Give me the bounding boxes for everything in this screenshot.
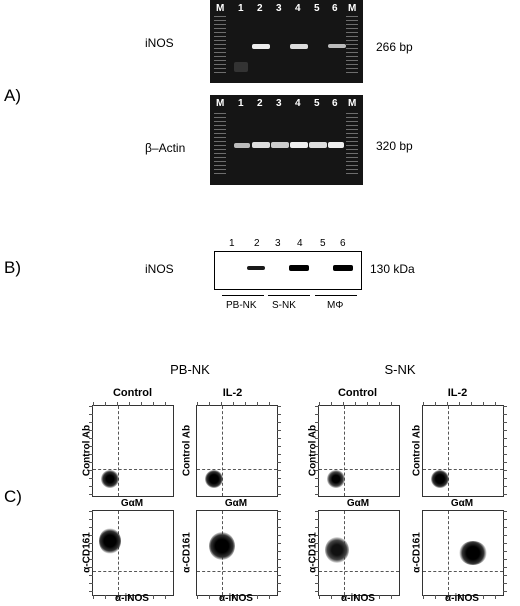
gel-lane-label: 2 [257,3,263,14]
inos-rt-pcr-gel: M 1 2 3 4 5 6 M [210,0,363,83]
gel-lane-label: 4 [295,3,301,14]
y-axis-label: Control Ab [307,424,319,477]
gel-lane-label: 4 [295,98,301,109]
facs-plot-s-nk-control-inos [315,510,400,599]
blot-lane-label: 2 [254,238,260,249]
y-axis-label: α-CD161 [307,532,319,573]
group-underline [268,295,310,296]
gel-lane-label: 1 [238,98,244,109]
gel-lane-label: 2 [257,98,263,109]
facs-plot-pb-nk-control-isotype [89,402,174,497]
blot-band [289,265,309,271]
facs-plot-pb-nk-il2-inos [196,510,281,599]
y-axis-label: α-CD161 [81,532,93,573]
western-row-label: iNOS [145,262,174,276]
cell-population [205,470,223,488]
gel-band [271,142,289,148]
group-underline [315,295,357,296]
column-header: IL-2 [447,387,468,399]
blot-band [333,265,353,271]
western-size-label: 130 kDa [370,262,415,276]
column-header: Control [337,387,378,399]
facs-plot-s-nk-il2-inos [422,510,507,599]
y-axis-label: α-CD161 [181,532,193,573]
dna-ladder [346,113,358,177]
cell-population [431,470,449,488]
blot-lane-label: 6 [340,238,346,249]
cell-population [459,541,487,565]
cell-population [99,528,121,554]
blot-lane-label: 4 [297,238,303,249]
group-header-s-nk: S-NK [384,362,416,377]
group-label: PB-NK [226,300,257,311]
gel-band [252,44,270,49]
group-label: MΦ [327,300,344,311]
facs-plot-pb-nk-il2-isotype [196,402,281,497]
gel-band [290,44,308,49]
beta-actin-row-label: β–Actin [145,141,186,155]
inos-size-label: 266 bp [376,40,413,54]
y-axis-label: α-CD161 [411,532,423,573]
x-axis-label: GαM [346,498,370,509]
x-axis-label: α-iNOS [445,593,479,604]
cell-population [209,532,235,560]
blot-lane-label: 1 [229,238,235,249]
gel-band [328,44,346,48]
beta-actin-size-label: 320 bp [376,139,413,153]
gel-lane-label: 5 [314,98,320,109]
y-axis-label: Control Ab [411,424,423,477]
facs-plot-pb-nk-control-inos [89,510,174,599]
column-header: IL-2 [222,387,243,399]
x-axis-label: α-iNOS [115,593,149,604]
gel-lane-label: M [216,98,225,109]
blot-lane-label: 5 [320,238,326,249]
column-header: Control [112,387,153,399]
blot-band [247,266,265,270]
gel-lane-label: 5 [314,3,320,14]
gel-lane-label: 6 [332,3,338,14]
group-underline [222,295,264,296]
gel-lane-label: 3 [276,3,282,14]
group-header-pb-nk: PB-NK [170,362,210,377]
inos-row-label: iNOS [145,36,174,50]
beta-actin-rt-pcr-gel: M 1 2 3 4 5 6 M [210,95,363,185]
western-blot [214,251,362,290]
x-axis-label: GαM [120,498,144,509]
panel-c-label: C) [4,487,22,506]
x-axis-label: GαM [224,498,248,509]
group-label: S-NK [272,300,296,311]
panel-a-label: A) [4,86,21,105]
gel-band [309,142,327,148]
x-axis-label: α-iNOS [341,593,375,604]
y-axis-label: Control Ab [81,424,93,477]
dna-ladder [346,16,358,76]
x-axis-label: α-iNOS [219,593,253,604]
blot-lane-label: 3 [275,238,281,249]
gel-lane-label: 3 [276,98,282,109]
gel-lane-label: 6 [332,98,338,109]
gel-lane-label: 1 [238,3,244,14]
gel-band [252,142,270,148]
dna-ladder [214,113,226,177]
facs-plot-s-nk-il2-isotype [422,402,507,497]
cell-population [325,537,349,563]
gel-lane-label: M [348,98,357,109]
gel-lane-label: M [348,3,357,14]
x-axis-label: GαM [450,498,474,509]
gel-lane-label: M [216,3,225,14]
gel-band [328,142,344,148]
dna-ladder [214,16,226,76]
facs-plot-s-nk-control-isotype [315,402,400,497]
gel-band [290,142,308,148]
gel-band [234,143,250,148]
gel-smear [234,62,248,72]
cell-population [101,470,119,488]
y-axis-label: Control Ab [181,424,193,477]
cell-population [327,470,345,488]
panel-b-label: B) [4,258,21,277]
